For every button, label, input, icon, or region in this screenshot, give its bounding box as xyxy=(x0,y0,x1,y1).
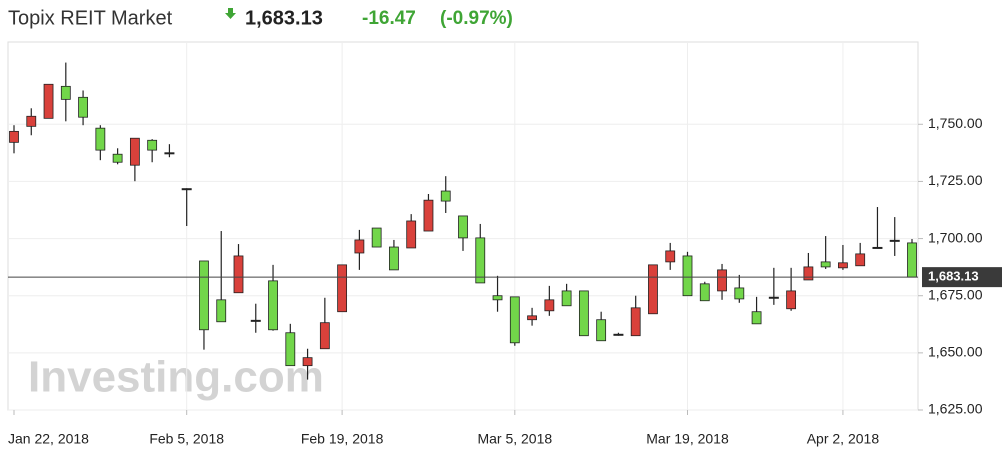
candle-body xyxy=(78,96,88,118)
candle-body xyxy=(60,85,71,100)
y-tick-label: 1,625.00 xyxy=(928,401,983,417)
candle-body xyxy=(527,315,537,321)
price-change: -16.47 xyxy=(362,8,416,29)
last-price-tag-label: 1,683.13 xyxy=(928,269,979,284)
y-tick-label: 1,675.00 xyxy=(928,286,983,302)
candle-body xyxy=(216,299,227,323)
candle-body xyxy=(596,319,607,342)
y-tick-label: 1,725.00 xyxy=(928,172,983,188)
x-tick-label: Feb 5, 2018 xyxy=(149,431,224,447)
candle-body xyxy=(648,264,658,315)
y-tick-label: 1,700.00 xyxy=(928,229,983,245)
candle-body xyxy=(199,260,209,331)
candle-body xyxy=(458,215,468,239)
chart-title: Topix REIT Market xyxy=(8,7,173,29)
candle-body xyxy=(786,290,797,310)
last-price-tag xyxy=(922,267,1002,288)
candle-body xyxy=(544,299,555,312)
candle-body xyxy=(734,287,745,300)
candle-body xyxy=(371,227,382,248)
candle-body xyxy=(423,199,434,232)
candle-body xyxy=(578,290,589,337)
candle-body xyxy=(233,255,244,294)
x-tick-label: Apr 2, 2018 xyxy=(807,431,880,447)
candle-body xyxy=(9,130,19,143)
candle-body xyxy=(268,280,278,331)
watermark: Investing.com xyxy=(28,353,324,402)
candle-body xyxy=(820,261,831,268)
candle-body xyxy=(665,250,676,263)
candle-body xyxy=(855,253,866,267)
y-tick-label: 1,750.00 xyxy=(928,115,983,131)
candle-body xyxy=(717,269,727,292)
candle-body xyxy=(509,296,520,344)
candle-body xyxy=(354,239,365,254)
candle-body xyxy=(803,266,814,281)
candle-body xyxy=(43,83,54,119)
candle-body xyxy=(129,137,140,166)
down-arrow-icon xyxy=(225,8,236,19)
candle-body xyxy=(95,127,106,151)
candle-body xyxy=(492,295,503,301)
candle-body xyxy=(630,307,641,337)
price-change-percent: (-0.97%) xyxy=(440,8,513,29)
last-price: 1,683.13 xyxy=(245,7,323,29)
candle-body xyxy=(147,139,158,151)
candle-body xyxy=(302,357,313,367)
x-tick-label: Mar 19, 2018 xyxy=(646,431,729,447)
candle-body xyxy=(699,283,710,302)
candle-body xyxy=(561,290,572,307)
candle-body xyxy=(112,153,123,163)
candle-body xyxy=(907,242,917,278)
x-tick-label: Mar 5, 2018 xyxy=(477,431,552,447)
candle-body xyxy=(26,115,37,127)
candle-body xyxy=(838,262,848,269)
candle-body xyxy=(337,264,348,313)
candle-body xyxy=(751,311,762,325)
candle-body xyxy=(406,220,417,249)
x-tick-label: Feb 19, 2018 xyxy=(301,431,384,447)
candle-body xyxy=(475,237,486,284)
candle-body xyxy=(319,322,330,350)
candle-body xyxy=(389,246,399,271)
x-tick-label: Jan 22, 2018 xyxy=(8,431,89,447)
candle-body xyxy=(285,332,296,367)
candle-body xyxy=(682,255,693,297)
y-tick-label: 1,650.00 xyxy=(928,344,983,360)
candle-body xyxy=(440,190,451,202)
